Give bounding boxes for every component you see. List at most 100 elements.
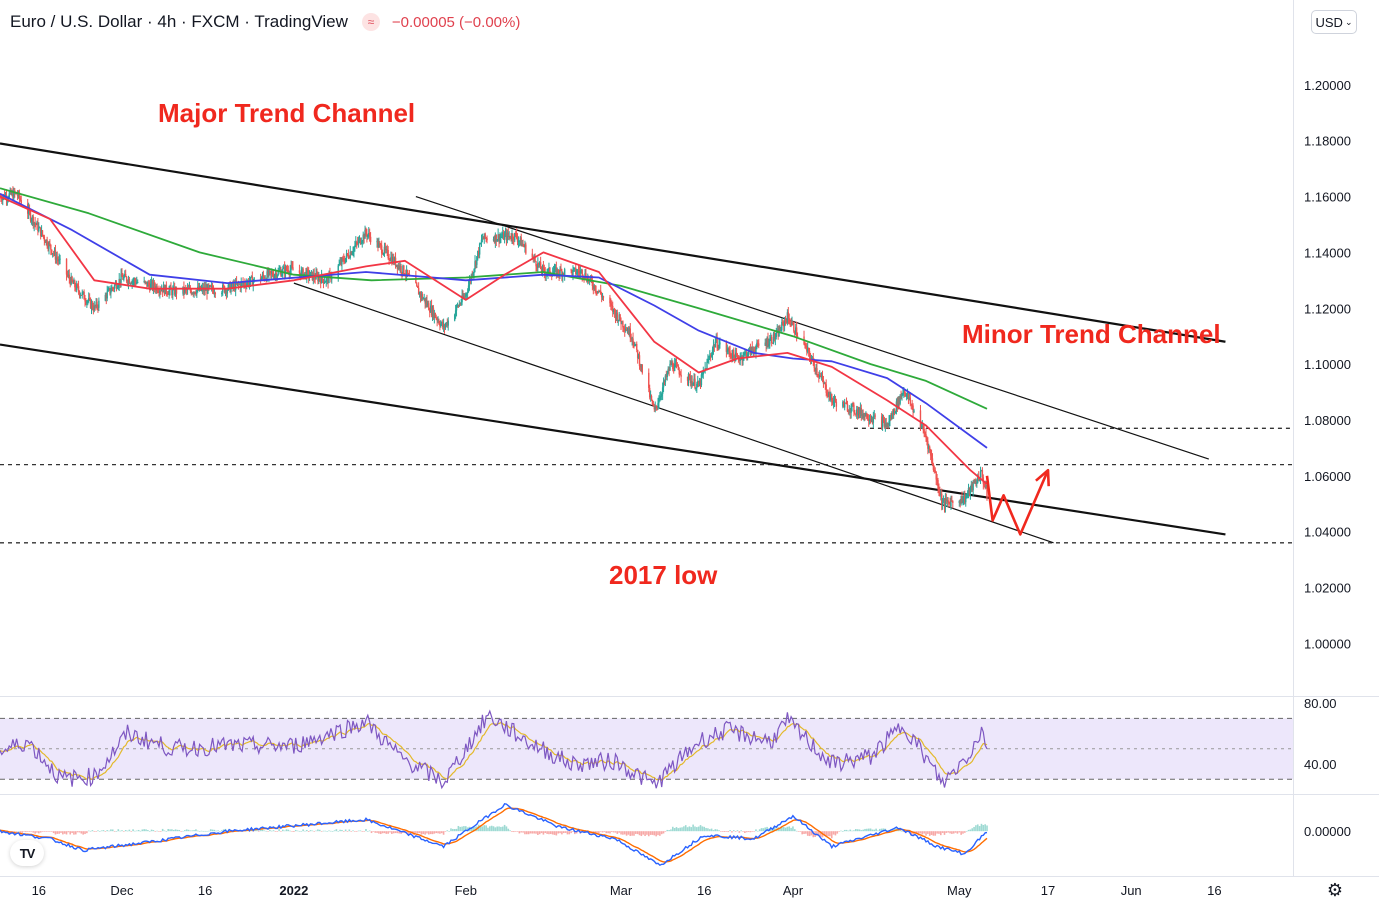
candle-body bbox=[786, 312, 789, 323]
candle-body bbox=[289, 269, 291, 275]
candle-body bbox=[184, 288, 186, 293]
macd-histogram-bar bbox=[172, 829, 175, 832]
candle-body bbox=[272, 275, 275, 278]
candle-body bbox=[440, 323, 442, 327]
macd-histogram-bar bbox=[688, 826, 691, 832]
symbol-title[interactable]: Euro / U.S. Dollar · 4h · FXCM · Trading… bbox=[10, 12, 348, 31]
macd-histogram-bar bbox=[958, 831, 961, 833]
macd-histogram-bar bbox=[880, 828, 883, 832]
macd-histogram-bar bbox=[365, 828, 367, 832]
candle-body bbox=[483, 233, 485, 239]
macd-histogram-bar bbox=[910, 831, 913, 835]
candle-body bbox=[18, 192, 21, 199]
candle-body bbox=[76, 284, 79, 287]
candle-body bbox=[280, 270, 282, 277]
macd-histogram-bar bbox=[171, 829, 173, 832]
currency-selector[interactable]: USD ⌄ bbox=[1311, 10, 1357, 34]
candle-body bbox=[887, 423, 889, 426]
candle-body bbox=[459, 303, 461, 305]
candle-body bbox=[125, 276, 128, 282]
candle-body bbox=[208, 284, 210, 287]
candle-body bbox=[387, 250, 389, 259]
candle-body bbox=[302, 268, 304, 278]
macd-histogram-bar bbox=[272, 830, 275, 832]
candle-body bbox=[347, 254, 350, 258]
candle-body bbox=[829, 392, 831, 400]
macd-line bbox=[0, 803, 988, 867]
macd-histogram-bar bbox=[43, 831, 46, 832]
macd-histogram-bar bbox=[311, 830, 314, 832]
candle-body bbox=[522, 243, 524, 246]
candle-body bbox=[653, 405, 656, 410]
macd-histogram-bar bbox=[984, 824, 986, 832]
candle-body bbox=[909, 397, 912, 405]
macd-histogram-bar bbox=[731, 831, 733, 833]
candle-body bbox=[673, 363, 676, 372]
candle-body bbox=[712, 345, 715, 350]
candle-body bbox=[967, 487, 970, 494]
candle-body bbox=[706, 361, 708, 370]
candle-body bbox=[656, 406, 658, 408]
macd-pane-separator[interactable] bbox=[0, 794, 1379, 795]
macd-histogram-bar bbox=[302, 829, 304, 832]
tradingview-logo-icon[interactable]: TV bbox=[10, 840, 44, 866]
candle-body bbox=[267, 271, 269, 276]
macd-histogram-bar bbox=[293, 831, 295, 832]
candle-body bbox=[105, 294, 107, 299]
candle-body bbox=[926, 437, 928, 442]
candle-body bbox=[97, 306, 99, 308]
candle-body bbox=[715, 337, 717, 342]
rsi-pane-separator[interactable] bbox=[0, 696, 1379, 697]
candle-body bbox=[729, 351, 731, 356]
candle-body bbox=[366, 233, 368, 237]
candle-body bbox=[210, 286, 213, 288]
candle-body bbox=[704, 368, 706, 371]
market-status-icon[interactable]: ≈ bbox=[361, 13, 380, 31]
macd-histogram-bar bbox=[437, 831, 439, 834]
candle-body bbox=[495, 234, 497, 242]
candle-body bbox=[673, 369, 675, 372]
macd-histogram-bar bbox=[638, 831, 641, 836]
candle-body bbox=[486, 238, 488, 241]
macd-histogram-bar bbox=[871, 829, 874, 832]
macd-histogram-bar bbox=[640, 831, 643, 837]
candle-body bbox=[756, 342, 758, 348]
macd-histogram-bar bbox=[697, 826, 700, 832]
candle-body bbox=[226, 290, 229, 294]
candle-body bbox=[130, 283, 132, 285]
macd-histogram-bar bbox=[298, 830, 301, 832]
candle-body bbox=[13, 190, 15, 199]
macd-histogram-bar bbox=[797, 831, 800, 832]
candle-body bbox=[441, 322, 443, 324]
candle-body bbox=[43, 236, 46, 241]
macd-histogram-bar bbox=[627, 831, 630, 835]
candle-body bbox=[594, 285, 596, 291]
time-tick-label: 16 bbox=[198, 883, 212, 898]
candle-body bbox=[175, 288, 178, 294]
candle-body bbox=[44, 240, 46, 244]
macd-histogram-bar bbox=[975, 825, 977, 832]
candle-body bbox=[456, 305, 459, 307]
gear-icon[interactable]: ⚙ bbox=[1326, 879, 1344, 900]
candle-body bbox=[903, 389, 905, 394]
macd-histogram-bar bbox=[694, 826, 696, 832]
candle-body bbox=[711, 349, 714, 356]
macd-histogram-bar bbox=[352, 830, 354, 832]
candle-body bbox=[36, 222, 38, 226]
macd-histogram-bar bbox=[426, 831, 428, 834]
macd-histogram-bar bbox=[306, 829, 308, 832]
macd-histogram-bar bbox=[505, 826, 508, 832]
macd-histogram-bar bbox=[193, 830, 195, 832]
candle-body bbox=[317, 275, 319, 282]
candle-body bbox=[32, 216, 34, 226]
candle-body bbox=[884, 423, 887, 427]
candle-body bbox=[789, 323, 791, 325]
candle-body bbox=[535, 261, 537, 267]
ema-fast-line bbox=[0, 195, 988, 485]
macd-histogram-bar bbox=[215, 830, 218, 832]
candle-body bbox=[124, 273, 127, 277]
candle-body bbox=[499, 237, 501, 242]
candle-body bbox=[407, 274, 410, 276]
candle-body bbox=[627, 330, 630, 335]
